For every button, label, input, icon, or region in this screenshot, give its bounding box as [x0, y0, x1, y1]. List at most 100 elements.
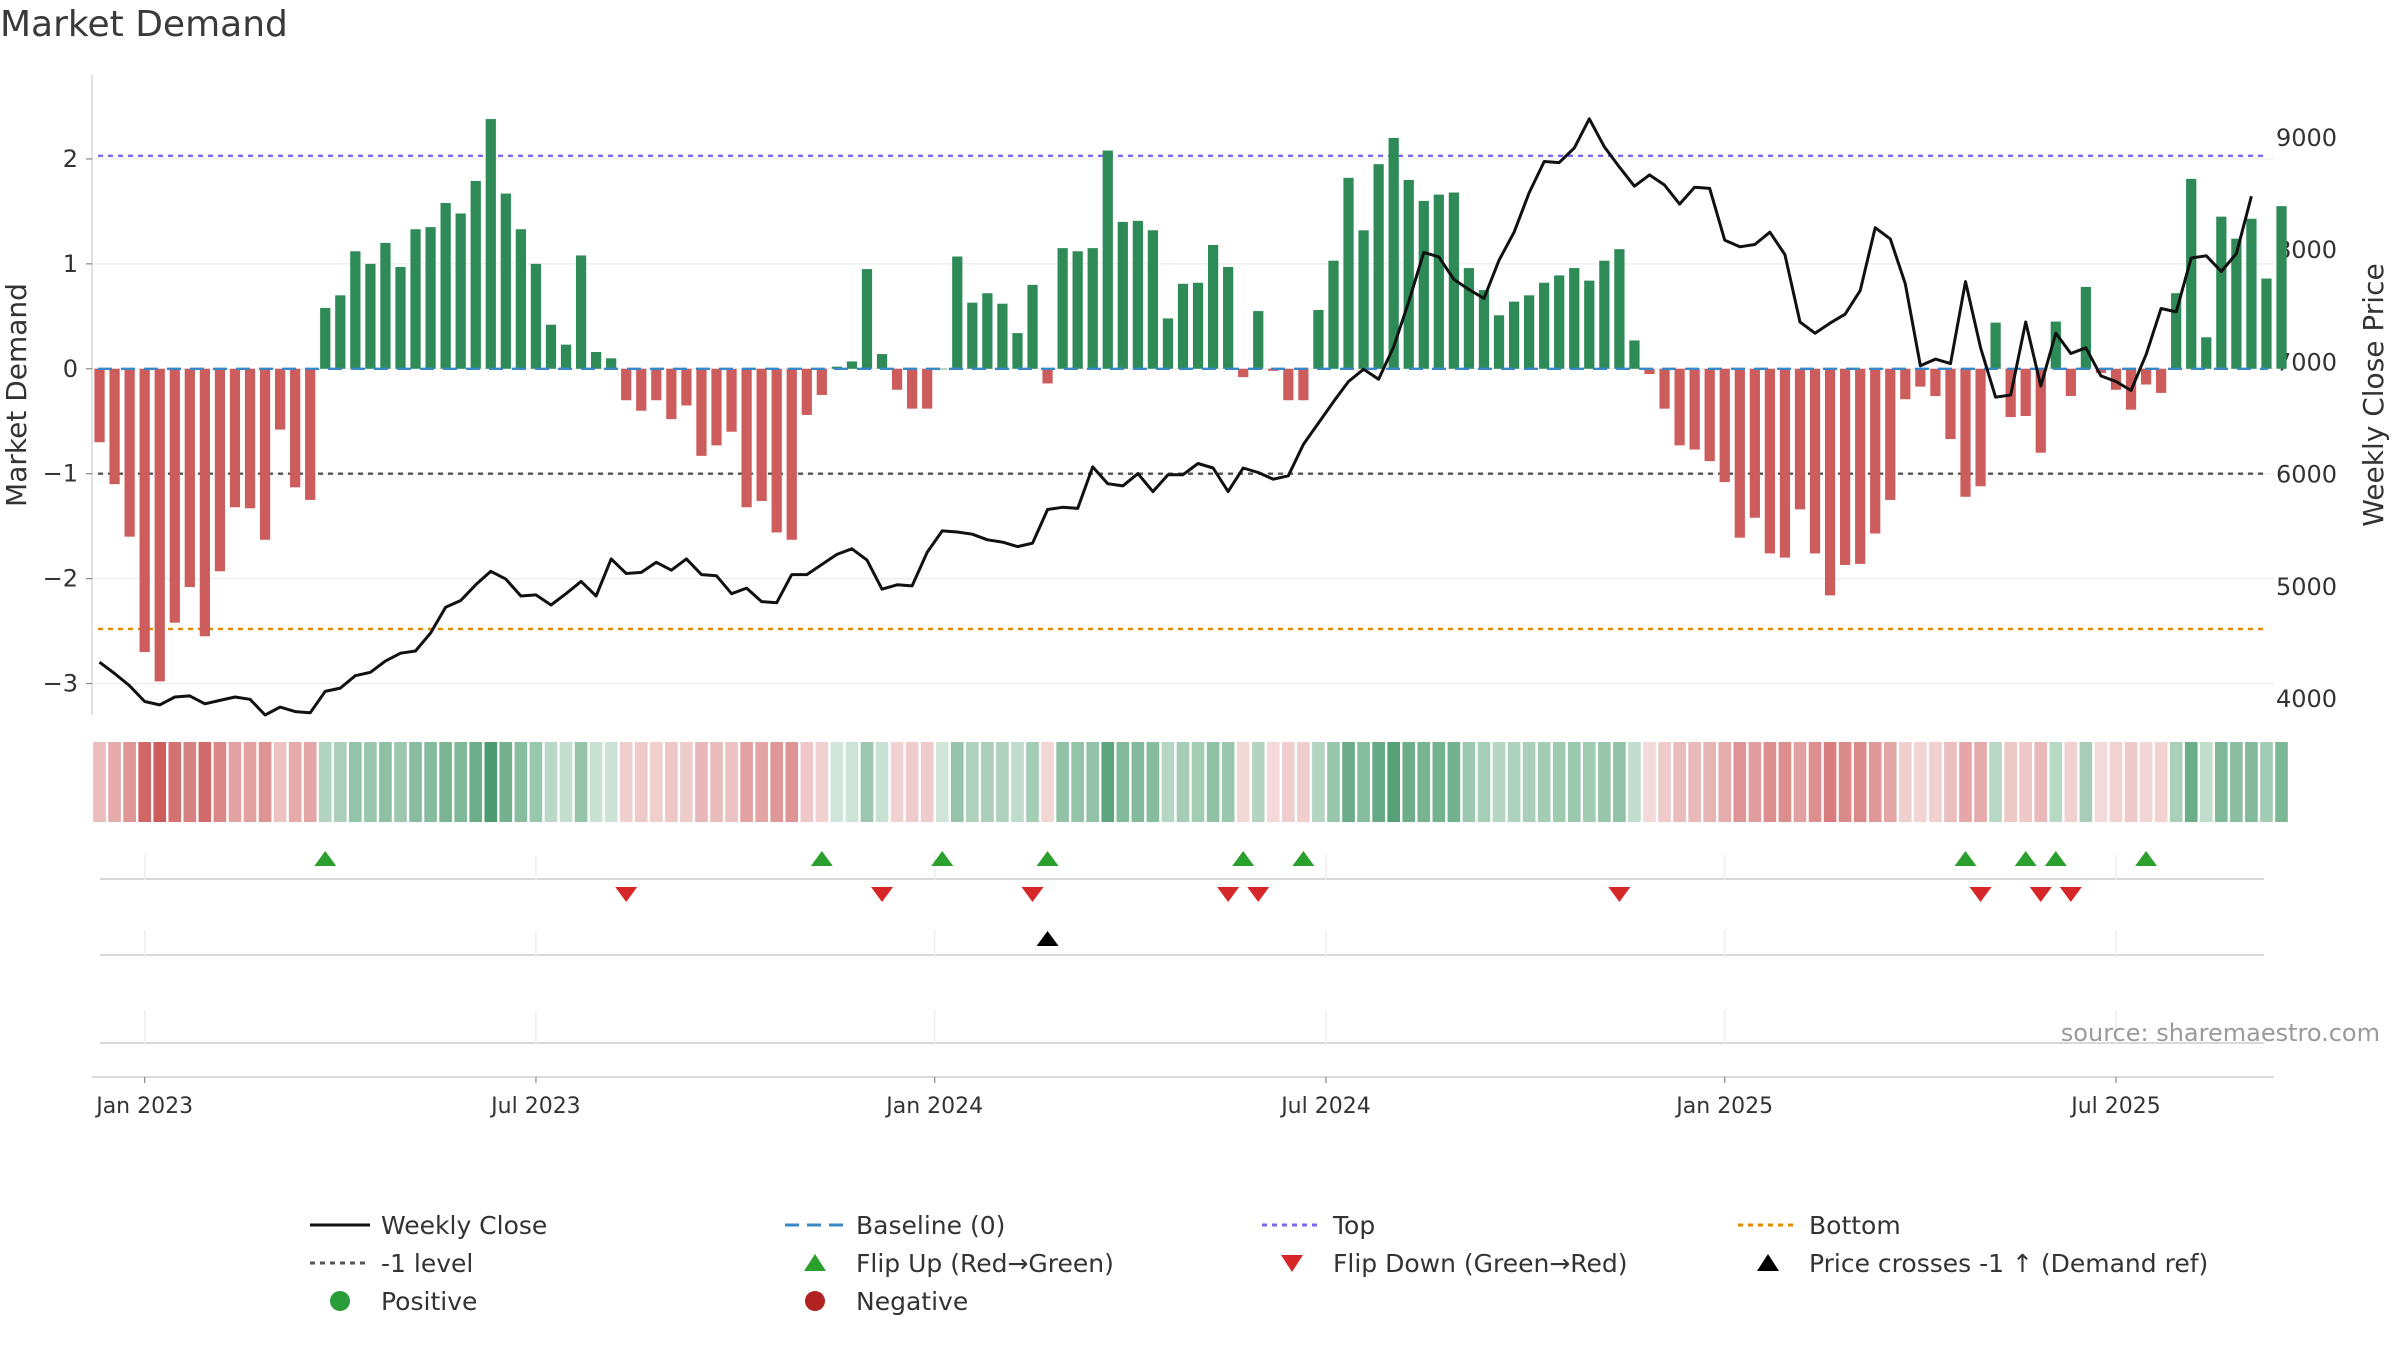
- demand-bar: [2065, 368, 2076, 397]
- legend-item-negative_dot: Negative: [805, 1287, 968, 1316]
- demand-bar: [305, 368, 316, 500]
- heat-cell: [93, 742, 106, 822]
- demand-bar: [861, 269, 873, 369]
- demand-bar: [651, 368, 662, 401]
- heat-cell: [1853, 742, 1867, 822]
- flip-up-marker: [1292, 851, 1315, 866]
- heat-cell: [1628, 742, 1641, 822]
- demand-bar: [2261, 278, 2272, 369]
- heat-cell: [1989, 742, 2002, 822]
- heat-cell: [665, 742, 678, 822]
- demand-bar: [1012, 333, 1023, 369]
- legend-item-level: -1 level: [310, 1249, 473, 1278]
- demand-bar: [1779, 368, 1791, 558]
- demand-bar: [1764, 368, 1775, 554]
- demand-bar: [259, 368, 271, 540]
- demand-bar: [711, 368, 722, 446]
- demand-bar: [1569, 268, 1580, 369]
- demand-bar: [199, 368, 210, 637]
- demand-bar: [1147, 230, 1159, 369]
- demand-bar: [1870, 368, 1881, 534]
- heat-cell: [619, 742, 633, 822]
- heat-cell: [213, 742, 227, 822]
- heat-cell: [755, 742, 768, 822]
- demand-bar: [455, 213, 466, 369]
- demand-bar: [1930, 368, 1941, 397]
- heat-cell: [770, 742, 784, 822]
- heat-cell: [349, 742, 362, 822]
- heat-cell: [860, 742, 874, 822]
- demand-bar: [1584, 280, 1595, 369]
- flip-down-marker: [1247, 887, 1270, 902]
- heat-cell: [1567, 742, 1581, 822]
- heat-cell: [950, 742, 964, 822]
- legend-swatch-negative_dot: [805, 1291, 825, 1311]
- demand-bar: [440, 203, 451, 369]
- heat-cell: [2094, 742, 2108, 822]
- demand-bar: [1539, 282, 1550, 369]
- heat-cell: [1718, 742, 1732, 822]
- heat-cell: [2154, 742, 2168, 822]
- heat-cell: [1176, 742, 1190, 822]
- heat-cell: [695, 742, 708, 822]
- heat-cell: [1522, 742, 1536, 822]
- y-tick-label-left: 0: [63, 355, 78, 383]
- demand-bar: [1102, 150, 1113, 369]
- demand-bar: [1749, 368, 1760, 518]
- demand-heat-strip: [93, 742, 2288, 822]
- heat-cell: [484, 742, 498, 822]
- heat-cell: [1598, 742, 1611, 822]
- heat-cell: [2079, 742, 2093, 822]
- demand-bar: [1463, 268, 1475, 369]
- demand-bar: [274, 368, 286, 430]
- demand-bar: [109, 368, 120, 485]
- legend-label: Baseline (0): [856, 1211, 1005, 1240]
- demand-bar: [1253, 311, 1264, 369]
- y-tick-label-right: 5000: [2276, 573, 2337, 601]
- heat-cell: [2230, 742, 2243, 822]
- heat-cell: [1116, 742, 1130, 822]
- heat-cell: [168, 742, 182, 822]
- demand-bar: [801, 368, 812, 415]
- heat-cell: [1868, 742, 1882, 822]
- demand-bar: [786, 368, 797, 540]
- demand-bar: [922, 368, 933, 409]
- demand-bar: [380, 242, 391, 369]
- demand-bar: [365, 263, 376, 369]
- heat-cell: [1944, 742, 1957, 822]
- heat-cell: [920, 742, 934, 822]
- demand-bar: [425, 227, 436, 369]
- heat-cell: [544, 742, 558, 822]
- legend-item-baseline: Baseline (0): [785, 1211, 1005, 1240]
- demand-bar: [2020, 368, 2031, 416]
- demand-bar: [1493, 315, 1505, 369]
- demand-bar: [696, 368, 707, 456]
- demand-bar: [1433, 194, 1444, 369]
- heat-cell: [303, 742, 317, 822]
- heat-cell: [740, 742, 753, 822]
- flip-down-marker: [615, 887, 638, 902]
- demand-bar: [636, 368, 647, 411]
- demand-bar: [350, 251, 361, 369]
- x-tick-label: Jul 2023: [489, 1094, 581, 1119]
- heat-cell: [966, 742, 979, 822]
- demand-bar: [320, 307, 331, 369]
- heat-cell: [845, 742, 859, 822]
- flip-up-marker: [1954, 851, 1977, 866]
- heat-cell: [1041, 742, 1054, 822]
- heat-cell: [1086, 742, 1100, 822]
- demand-bar: [1689, 368, 1700, 450]
- x-tick-label: Jul 2025: [2069, 1094, 2161, 1119]
- flip-down-marker: [1021, 887, 1044, 902]
- flip-up-marker: [314, 851, 337, 866]
- heat-cell: [680, 742, 693, 822]
- heat-cell: [1417, 742, 1431, 822]
- demand-bar: [410, 229, 421, 369]
- demand-bar: [1418, 200, 1429, 369]
- demand-bar: [244, 368, 256, 509]
- heat-cell: [996, 742, 1009, 822]
- heat-cell: [1808, 742, 1822, 822]
- heat-cell: [424, 742, 437, 822]
- demand-bar: [335, 295, 346, 369]
